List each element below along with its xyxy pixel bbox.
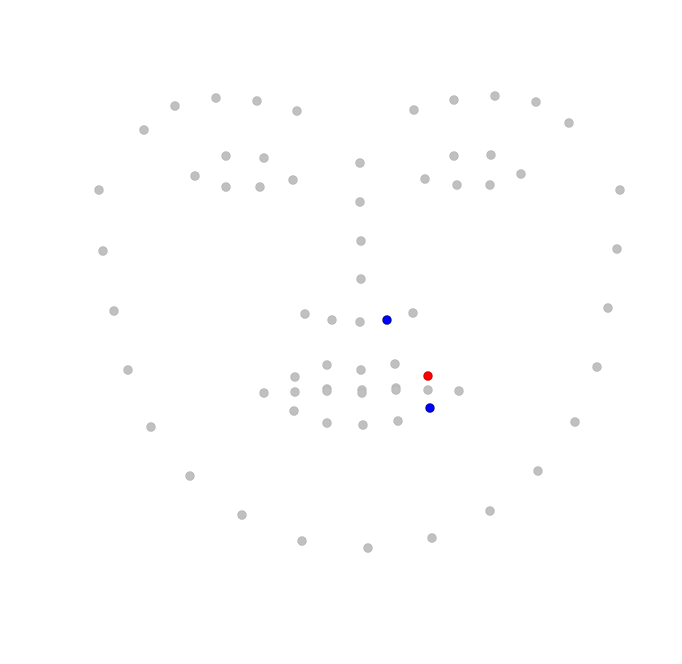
- landmark-point-jaw: [615, 185, 625, 195]
- landmark-point-left-brow: [211, 93, 221, 103]
- landmark-point-jaw: [570, 417, 580, 427]
- landmark-point-right-brow: [409, 105, 419, 115]
- landmark-point-outer-lip: [454, 386, 464, 396]
- landmark-point-left-eye: [190, 171, 200, 181]
- landmark-point-inner-lip: [357, 388, 367, 398]
- landmark-point-outer-lip: [390, 359, 400, 369]
- landmark-point-nose-bridge: [356, 236, 366, 246]
- landmark-point-inner-lip: [290, 387, 300, 397]
- landmark-point-right-eye: [486, 150, 496, 160]
- landmark-point-left-brow: [292, 106, 302, 116]
- landmark-point-nose-base: [355, 317, 365, 327]
- landmark-point-nose-base: [408, 308, 418, 318]
- landmark-point-nose-bridge: [355, 197, 365, 207]
- landmark-point-outer-lip: [290, 372, 300, 382]
- landmark-point-outer-lip: [259, 388, 269, 398]
- landmark-point-jaw: [185, 471, 195, 481]
- landmark-point-left-brow: [139, 125, 149, 135]
- landmark-point-jaw: [592, 362, 602, 372]
- landmark-point-jaw: [363, 543, 373, 553]
- landmark-point-jaw: [297, 536, 307, 546]
- landmark-point-outer-lip: [322, 418, 332, 428]
- landmark-point-right-eye: [452, 180, 462, 190]
- landmark-point-left-eye: [221, 151, 231, 161]
- landmark-point-jaw: [98, 246, 108, 256]
- landmark-point-outer-lip: [289, 406, 299, 416]
- landmark-point-jaw: [603, 303, 613, 313]
- landmark-point-right-brow: [531, 97, 541, 107]
- landmark-point-nose-base: [327, 315, 337, 325]
- landmark-point-right-eye: [420, 174, 430, 184]
- landmark-point-jaw: [109, 306, 119, 316]
- landmark-point-nose-bridge: [355, 158, 365, 168]
- landmark-point-outer-lip: [322, 360, 332, 370]
- landmark-point-right-brow: [449, 95, 459, 105]
- highlight-point-secondary: [425, 403, 435, 413]
- landmark-point-inner-lip: [391, 385, 401, 395]
- landmark-point-outer-lip: [423, 385, 433, 395]
- landmark-point-nose-bridge: [356, 274, 366, 284]
- highlight-point-primary: [423, 371, 433, 381]
- landmark-point-inner-lip: [322, 386, 332, 396]
- landmark-point-right-eye: [516, 169, 526, 179]
- landmark-point-jaw: [123, 365, 133, 375]
- landmark-point-left-brow: [170, 101, 180, 111]
- landmark-point-outer-lip: [356, 365, 366, 375]
- landmark-point-right-brow: [490, 91, 500, 101]
- landmark-point-right-eye: [485, 180, 495, 190]
- landmark-point-outer-lip: [393, 416, 403, 426]
- landmark-point-outer-lip: [358, 420, 368, 430]
- landmark-point-nose-base: [300, 309, 310, 319]
- landmark-point-right-eye: [449, 151, 459, 161]
- landmark-point-jaw: [146, 422, 156, 432]
- landmark-point-left-eye: [288, 175, 298, 185]
- landmark-point-jaw: [94, 185, 104, 195]
- landmark-point-right-brow: [564, 118, 574, 128]
- landmark-point-jaw: [427, 533, 437, 543]
- landmark-points-group: [94, 91, 625, 553]
- landmark-point-jaw: [533, 466, 543, 476]
- landmark-point-jaw: [485, 506, 495, 516]
- highlight-point-secondary: [382, 315, 392, 325]
- landmark-point-jaw: [612, 244, 622, 254]
- landmark-point-left-eye: [255, 182, 265, 192]
- landmark-point-left-eye: [221, 182, 231, 192]
- landmark-point-jaw: [237, 510, 247, 520]
- landmark-point-left-brow: [252, 96, 262, 106]
- highlight-points-group: [382, 315, 435, 413]
- landmark-point-left-eye: [259, 153, 269, 163]
